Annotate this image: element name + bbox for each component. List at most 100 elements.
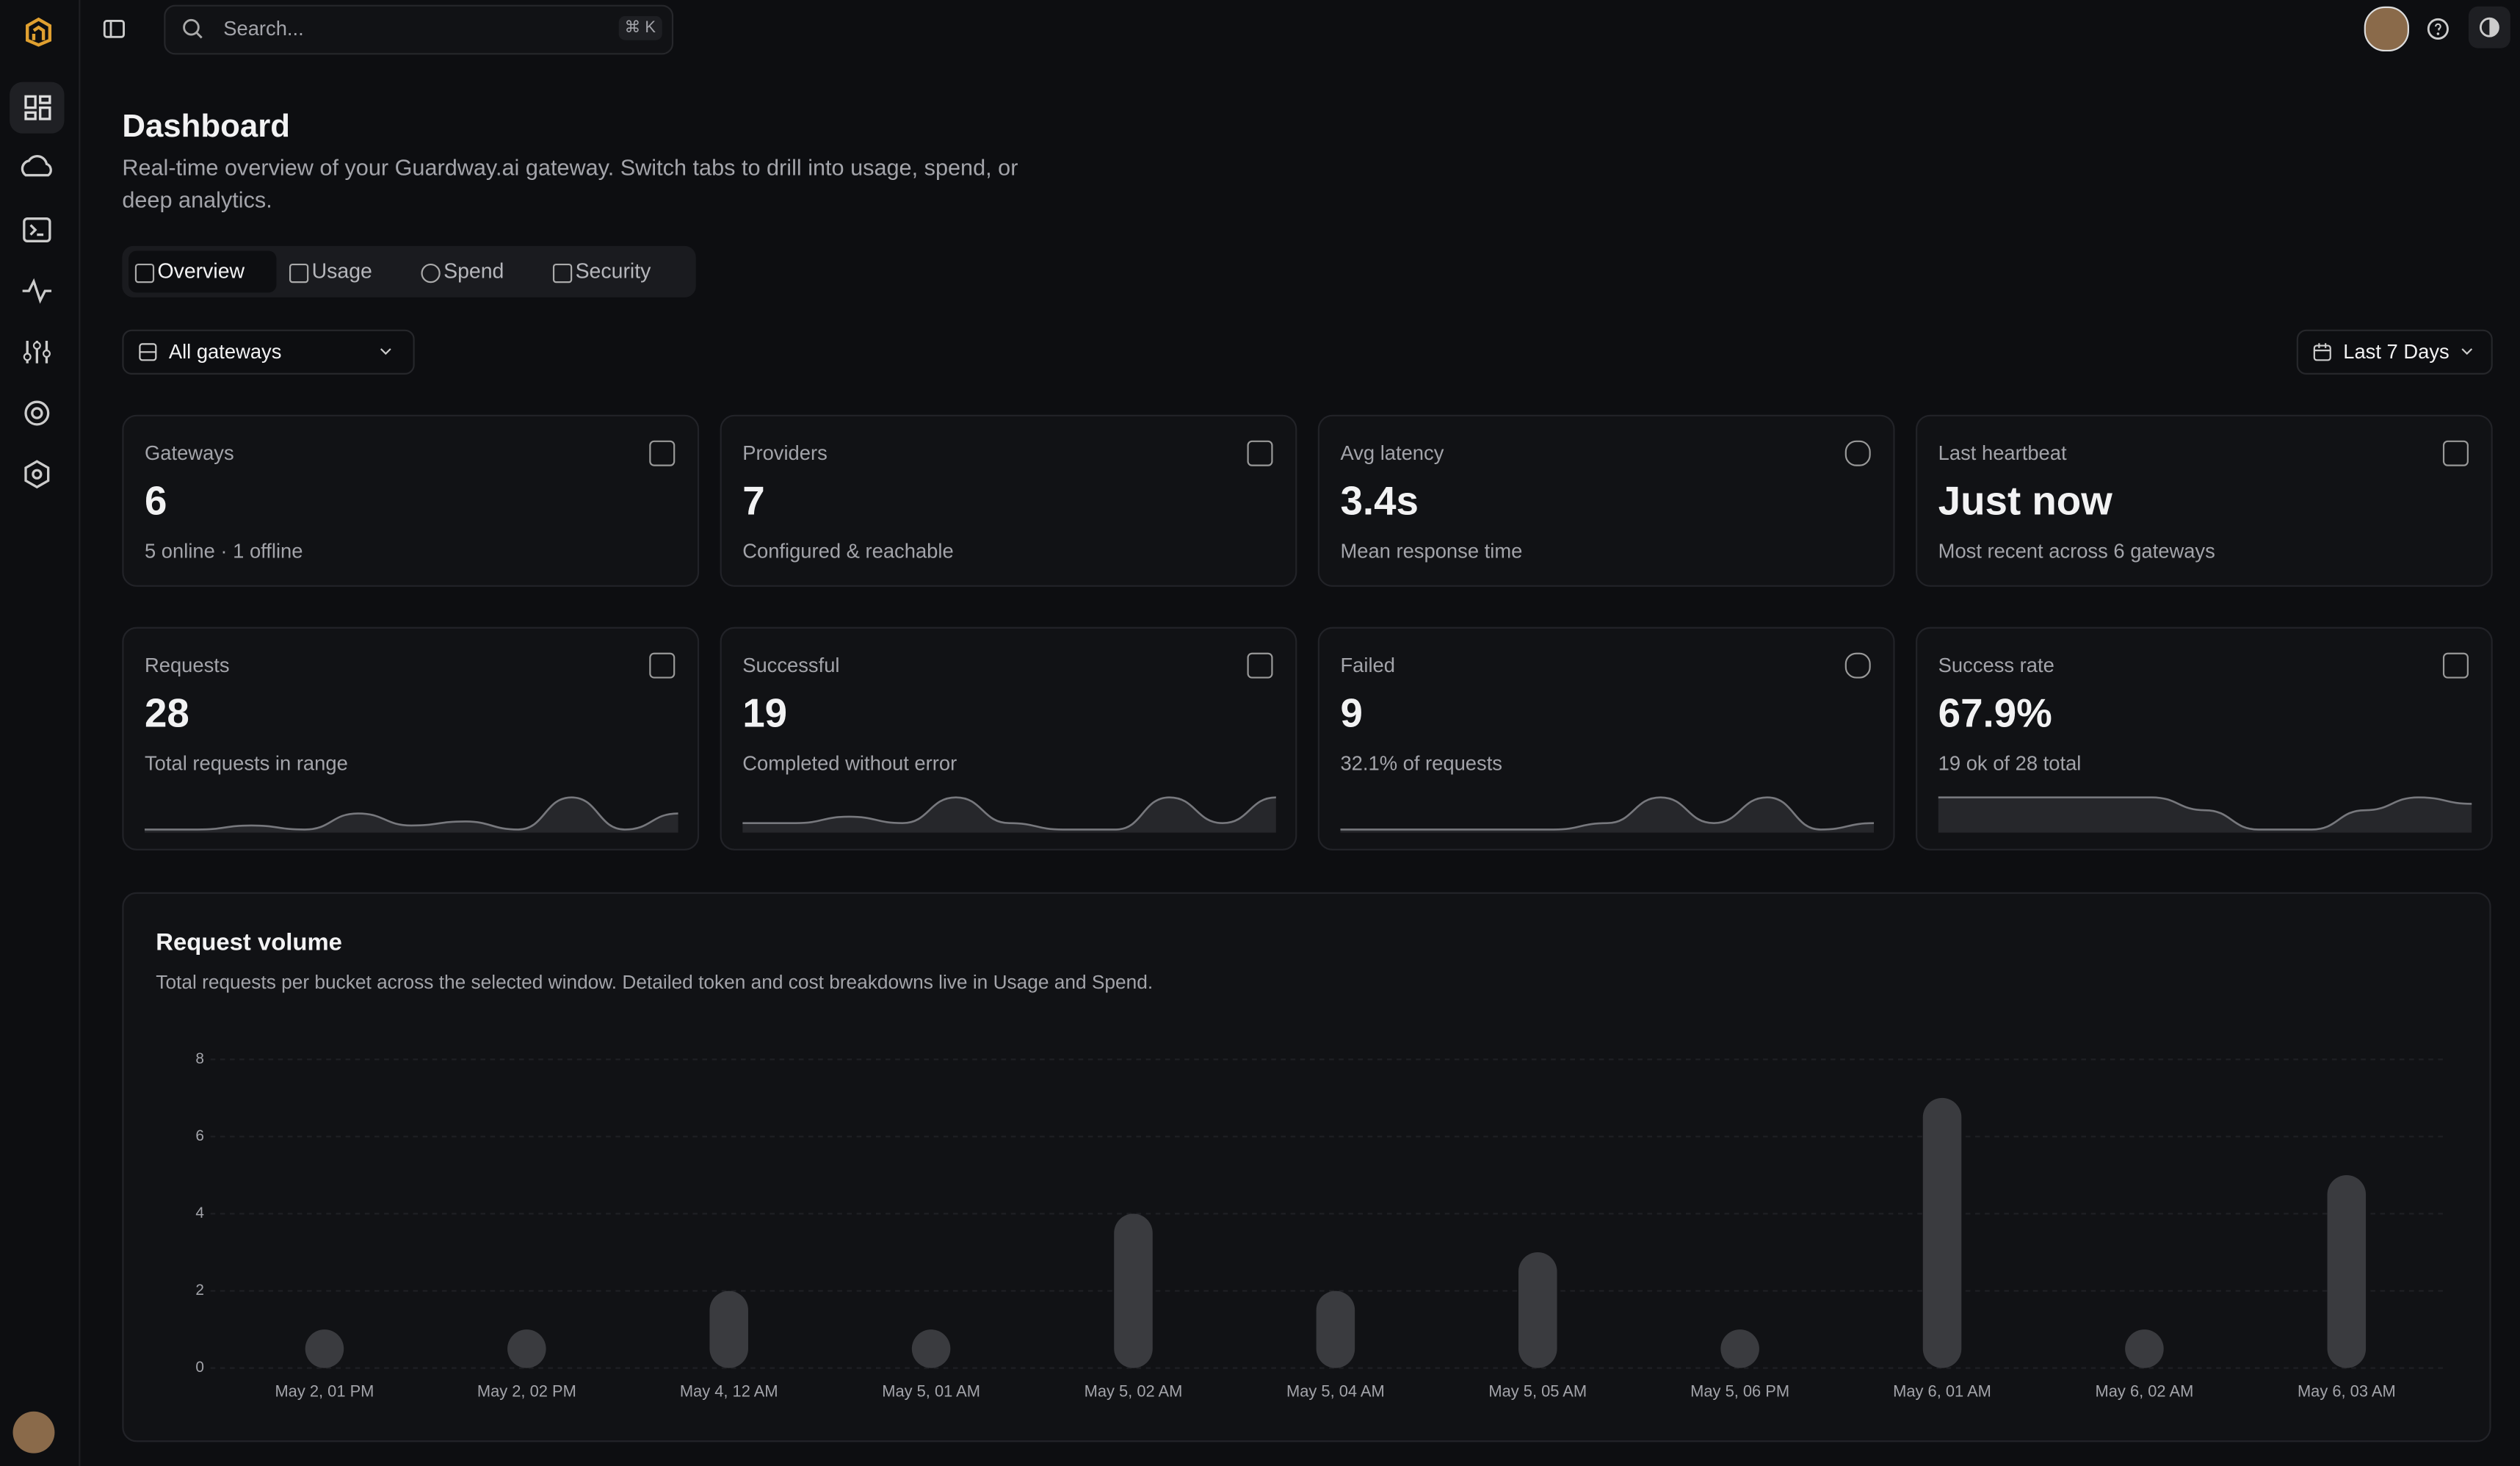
y-tick-label: 8	[195, 1050, 204, 1067]
nav-activity[interactable]	[10, 265, 64, 317]
nav-dashboard[interactable]	[10, 82, 65, 134]
page-subtitle: Real-time overview of your Guardway.ai g…	[122, 154, 1018, 212]
stat-value: 7	[742, 479, 765, 524]
x-tick-label: May 5, 05 AM	[1488, 1382, 1587, 1400]
y-tick-label: 6	[195, 1127, 204, 1144]
stat-label: Successful	[742, 654, 840, 677]
bar	[2327, 1174, 2367, 1368]
tab[interactable]: Usage	[311, 259, 372, 284]
sparkline-area	[1938, 797, 2472, 833]
stat-value: 3.4s	[1340, 479, 1419, 524]
bar	[1720, 1329, 1759, 1368]
stat-icon	[649, 652, 676, 679]
sparkline-line	[1340, 796, 1875, 831]
sparkline	[1938, 796, 2472, 833]
chart-subtitle: Total requests per bucket across the sel…	[156, 971, 1154, 994]
gateway-filter-label: All gateways	[168, 341, 282, 364]
range-filter[interactable]: Last 7 Days	[2296, 329, 2493, 375]
stat-note: Completed without error	[742, 752, 957, 775]
sparkline-area	[1340, 797, 1875, 833]
x-tick-label: May 2, 02 PM	[477, 1382, 576, 1400]
stat-card: Successful 19 Completed without error	[720, 627, 1297, 851]
search-placeholder: Search...	[223, 18, 304, 40]
stat-card: Avg latency 3.4s Mean response time	[1317, 414, 1895, 587]
x-tick-label: May 5, 04 AM	[1286, 1382, 1385, 1400]
stat-card: Providers 7 Configured & reachable	[720, 414, 1297, 587]
nav-console[interactable]	[10, 204, 64, 256]
x-tick-label: May 5, 01 AM	[882, 1382, 980, 1400]
stat-note: Mean response time	[1340, 540, 1523, 563]
y-tick-label: 0	[195, 1359, 204, 1376]
bar	[911, 1329, 951, 1368]
logo	[26, 17, 52, 47]
stat-value: 28	[144, 691, 189, 737]
x-tick-label: May 6, 02 AM	[2096, 1382, 2194, 1400]
stat-value: 6	[144, 479, 167, 524]
sparkline-line	[1938, 796, 2472, 831]
stat-label: Failed	[1340, 654, 1395, 677]
sidebar-toggle[interactable]	[101, 16, 127, 42]
y-tick-label: 2	[195, 1282, 204, 1299]
tab[interactable]: Spend	[443, 259, 504, 284]
bar	[1316, 1290, 1355, 1368]
search-box[interactable]: Search... ⌘ K	[164, 4, 674, 55]
stat-note: 19 ok of 28 total	[1938, 752, 2082, 775]
stat-value: 9	[1340, 691, 1363, 737]
stat-value: Just now	[1938, 479, 2112, 524]
stat-card: Requests 28 Total requests in range	[122, 627, 700, 851]
stat-icon	[2442, 652, 2469, 679]
profile-avatar[interactable]	[2364, 6, 2409, 52]
theme-toggle[interactable]	[2468, 6, 2510, 48]
chart-title: Request volume	[156, 929, 342, 957]
stat-note: Configured & reachable	[742, 540, 954, 563]
nav-security[interactable]	[10, 449, 64, 500]
shortcut-hint: ⌘ K	[618, 15, 662, 40]
sparkline-line	[144, 796, 678, 831]
bar	[1114, 1213, 1153, 1368]
tab-icon	[289, 263, 309, 284]
stat-card: Failed 9 32.1% of requests	[1317, 627, 1895, 851]
stat-card: Gateways 6 5 online · 1 offline	[122, 414, 700, 587]
help-button[interactable]	[2425, 16, 2451, 42]
stat-label: Success rate	[1938, 654, 2054, 677]
bar	[1922, 1097, 1962, 1368]
x-tick-label: May 5, 06 PM	[1690, 1382, 1789, 1400]
stat-label: Providers	[742, 441, 828, 465]
y-tick-label: 4	[195, 1205, 204, 1221]
tab-icon	[421, 263, 441, 284]
nav-settings[interactable]	[10, 326, 64, 378]
stat-note: 32.1% of requests	[1340, 752, 1502, 775]
user-avatar[interactable]	[12, 1411, 55, 1454]
sparkline	[144, 796, 678, 833]
sparkline	[742, 796, 1276, 833]
stat-label: Requests	[144, 654, 230, 677]
range-filter-label: Last 7 Days	[2343, 341, 2450, 364]
stat-card: Last heartbeat Just now Most recent across…	[1916, 414, 2493, 587]
stat-icon	[1844, 652, 1871, 679]
x-tick-label: May 5, 02 AM	[1085, 1382, 1183, 1400]
sparkline	[1340, 796, 1875, 833]
x-tick-label: May 2, 01 PM	[275, 1382, 374, 1400]
stat-card: Success rate 67.9% 19 ok of 28 total	[1916, 627, 2493, 851]
nav-gateways[interactable]	[10, 143, 64, 195]
stat-label: Gateways	[144, 441, 234, 465]
nav-policies[interactable]	[10, 387, 64, 438]
stat-note: 5 online · 1 offline	[144, 540, 303, 563]
x-tick-label: May 4, 12 AM	[680, 1382, 778, 1400]
stat-icon	[1247, 652, 1273, 679]
stat-note: Most recent across 6 gateways	[1938, 540, 2215, 563]
gateway-filter[interactable]: All gateways	[122, 329, 415, 375]
sparkline-area	[144, 797, 678, 833]
stat-note: Total requests in range	[144, 752, 348, 775]
tab[interactable]: Security	[575, 259, 651, 284]
sidebar	[0, 0, 81, 1466]
page-title: Dashboard	[122, 109, 291, 145]
sparkline-line	[742, 796, 1276, 831]
tab[interactable]: Overview	[157, 259, 245, 284]
x-tick-label: May 6, 01 AM	[1893, 1382, 1991, 1400]
tab-bar: Overview Usage Spend Security	[122, 245, 696, 297]
bar	[305, 1329, 344, 1368]
stat-icon	[649, 440, 676, 466]
stat-value: 19	[742, 691, 788, 737]
